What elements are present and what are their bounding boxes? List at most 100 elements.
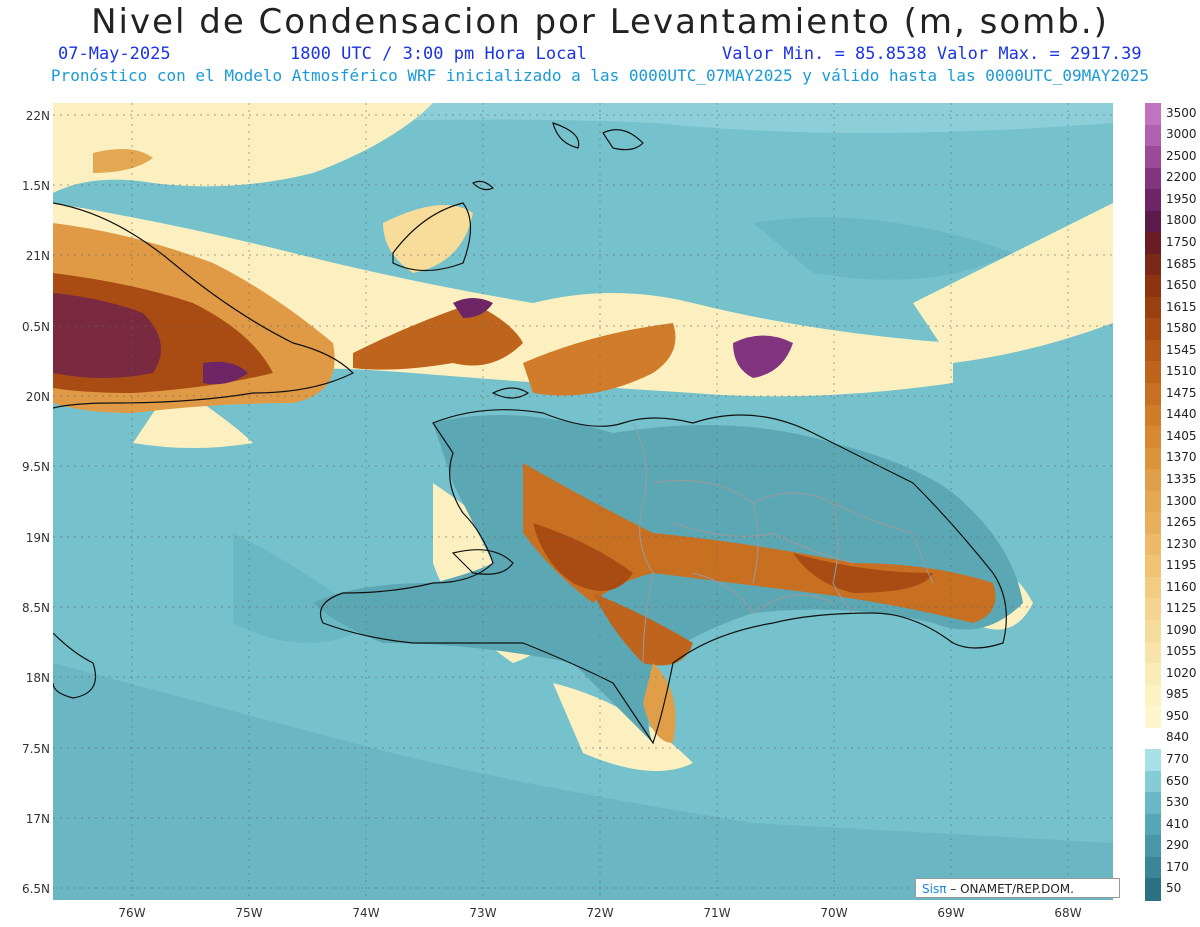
legend-level-label: 1160	[1166, 579, 1197, 594]
lat-label: 0.5N	[21, 320, 50, 334]
lat-label: 8.5N	[21, 601, 50, 615]
lon-label: 74W	[352, 906, 380, 920]
min-max-label: Valor Min. = 85.8538 Valor Max. = 2917.3…	[722, 44, 1142, 64]
legend-level-label: 1545	[1166, 342, 1197, 357]
legend-swatch	[1145, 146, 1161, 169]
legend-swatch	[1145, 253, 1161, 276]
legend-swatch	[1145, 706, 1161, 729]
lon-label: 70W	[820, 906, 848, 920]
lat-label: 20N	[25, 390, 50, 404]
legend-swatch	[1145, 469, 1161, 492]
lon-label: 76W	[118, 906, 146, 920]
legend-level-label: 1020	[1166, 665, 1197, 680]
legend-level-label: 1125	[1166, 601, 1197, 616]
legend-swatch	[1145, 641, 1161, 664]
legend-swatch	[1145, 404, 1161, 427]
legend-swatch	[1145, 232, 1161, 255]
map-title: Nivel de Condensacion por Levantamiento …	[91, 2, 1109, 42]
legend-swatch	[1145, 878, 1161, 901]
forecast-info: Pronóstico con el Modelo Atmosférico WRF…	[50, 66, 1150, 85]
legend-level-label: 1090	[1166, 622, 1197, 637]
legend-level-label: 50	[1166, 881, 1182, 896]
legend-swatch	[1145, 835, 1161, 858]
legend-level-label: 1300	[1166, 493, 1197, 508]
lon-label: 69W	[937, 906, 965, 920]
legend-swatch	[1145, 619, 1161, 643]
legend-level-label: 170	[1166, 859, 1189, 874]
legend-level-label: 290	[1166, 838, 1189, 853]
legend-swatch	[1145, 383, 1161, 406]
legend-swatch	[1145, 598, 1161, 621]
legend-level-label: 950	[1166, 708, 1189, 723]
lat-label: 18N	[25, 671, 50, 685]
lon-label: 73W	[469, 906, 497, 920]
legend-swatch	[1145, 663, 1161, 686]
lon-label: 75W	[235, 906, 263, 920]
lcl-field	[53, 103, 1113, 900]
lat-label: 9.5N	[21, 460, 50, 474]
legend-level-label: 1230	[1166, 536, 1197, 551]
legend-swatch	[1145, 813, 1161, 836]
legend-swatch	[1145, 318, 1161, 341]
legend-swatch	[1145, 512, 1161, 535]
legend-swatch	[1145, 447, 1161, 470]
legend-level-label: 1195	[1166, 558, 1197, 573]
lat-label: 7.5N	[21, 742, 50, 756]
legend-level-label: 650	[1166, 773, 1189, 788]
legend-swatch	[1145, 856, 1161, 880]
legend-swatch	[1145, 339, 1161, 363]
legend-level-label: 2200	[1166, 170, 1197, 185]
time-label: 1800 UTC / 3:00 pm Hora Local	[290, 44, 587, 64]
legend-swatch	[1145, 296, 1161, 319]
legend-swatch	[1145, 210, 1161, 233]
lat-label: 6.5N	[21, 882, 50, 896]
credit-text: – ONAMET/REP.DOM.	[950, 882, 1074, 896]
legend-level-label: 1510	[1166, 364, 1197, 379]
legend-swatch	[1145, 555, 1161, 578]
legend-swatch	[1145, 770, 1161, 793]
lat-label: 21N	[25, 249, 50, 263]
color-legend	[1145, 103, 1161, 901]
legend-swatch	[1145, 103, 1161, 126]
legend-level-label: 1265	[1166, 515, 1197, 530]
legend-swatch	[1145, 167, 1161, 190]
legend-level-label: 770	[1166, 751, 1189, 766]
legend-level-label: 1055	[1166, 644, 1197, 659]
lat-label: 1.5N	[21, 179, 50, 193]
lat-label: 19N	[25, 531, 50, 545]
legend-level-label: 3500	[1166, 105, 1197, 120]
legend-level-label: 3000	[1166, 127, 1197, 142]
legend-swatch	[1145, 792, 1161, 815]
credit-box: Sisπ – ONAMET/REP.DOM.	[915, 878, 1120, 898]
legend-level-label: 1685	[1166, 256, 1197, 271]
legend-level-label: 840	[1166, 730, 1189, 745]
legend-swatch	[1145, 749, 1161, 772]
legend-level-label: 1475	[1166, 385, 1197, 400]
map-plot-area	[53, 103, 1113, 900]
legend-level-label: 410	[1166, 816, 1189, 831]
legend-swatch	[1145, 684, 1161, 707]
legend-level-label: 1440	[1166, 407, 1197, 422]
credit-brand: Sisπ	[922, 882, 947, 896]
legend-level-label: 1405	[1166, 428, 1197, 443]
lat-label: 22N	[25, 109, 50, 123]
legend-level-label: 1750	[1166, 235, 1197, 249]
legend-level-label: 985	[1166, 687, 1189, 702]
lon-label: 71W	[703, 906, 731, 920]
lon-label: 72W	[586, 906, 614, 920]
legend-swatch	[1145, 426, 1161, 449]
legend-swatch	[1145, 727, 1161, 750]
legend-swatch	[1145, 533, 1161, 556]
legend-level-label: 530	[1166, 795, 1189, 810]
date-label: 07-May-2025	[58, 44, 171, 64]
legend-level-label: 1800	[1166, 213, 1197, 228]
legend-level-label: 1615	[1166, 299, 1197, 314]
legend-swatch	[1145, 361, 1161, 384]
lat-label: 17N	[25, 812, 50, 826]
legend-swatch	[1145, 189, 1161, 212]
legend-level-label: 1580	[1166, 321, 1197, 336]
legend-level-label: 1370	[1166, 450, 1197, 465]
legend-level-label: 2500	[1166, 148, 1197, 163]
legend-swatch	[1145, 576, 1161, 600]
legend-swatch	[1145, 124, 1161, 147]
